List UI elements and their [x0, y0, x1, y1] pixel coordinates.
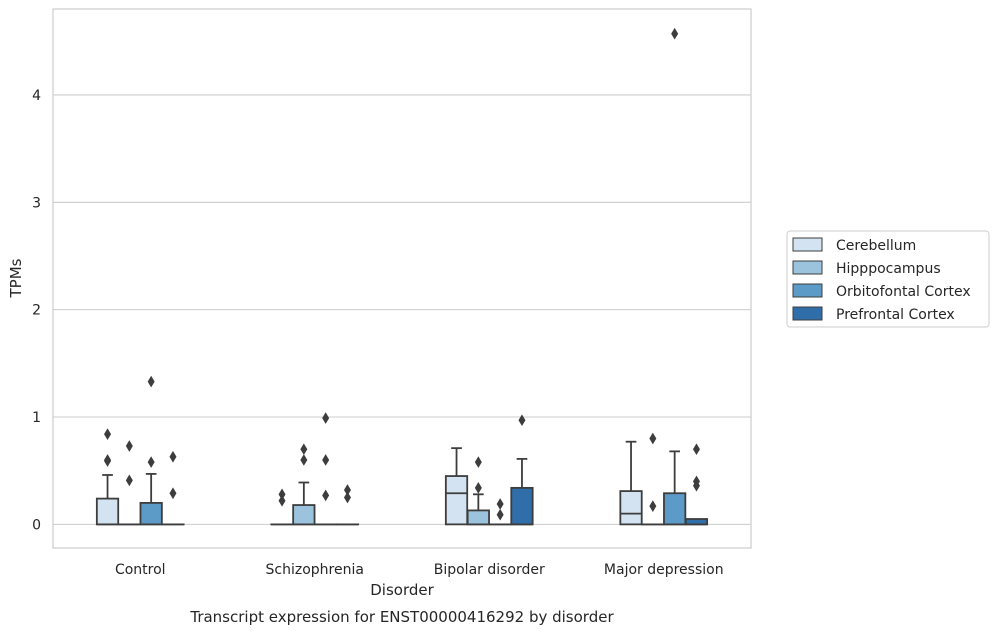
box-plot-element — [686, 444, 707, 524]
outlier-point — [475, 457, 481, 468]
box-body — [97, 499, 118, 525]
legend-label: Prefrontal Cortex — [836, 307, 955, 323]
box-plot-element — [271, 489, 292, 524]
outlier-point — [672, 28, 678, 39]
box-plot-element — [664, 28, 685, 524]
box-plot-element — [620, 442, 641, 525]
box-plot-element — [511, 415, 532, 524]
box-plot-element — [337, 485, 358, 525]
x-tick-label: Bipolar disorder — [434, 562, 545, 578]
box-plot-element — [162, 451, 183, 524]
x-axis-ticks: Control Schizophrenia Bipolar disorder Majo… — [115, 562, 724, 578]
y-axis-ticks: 0 1 2 3 4 — [32, 88, 41, 533]
legend-label: Cerebellum — [836, 238, 916, 254]
outlier-point — [170, 488, 176, 499]
outlier-point — [104, 429, 110, 440]
y-axis-label: TPMs — [7, 258, 25, 298]
box-series — [97, 28, 707, 524]
y-tick-label: 1 — [32, 410, 41, 426]
box-plot-element — [119, 441, 140, 525]
box-body — [664, 493, 685, 524]
outlier-point — [301, 444, 307, 455]
gridlines — [53, 95, 751, 524]
outlier-point — [323, 490, 329, 501]
outlier-point — [323, 455, 329, 466]
box-plot-element — [140, 376, 161, 524]
box-plot-element — [446, 448, 467, 524]
outlier-point — [323, 413, 329, 424]
outlier-point — [497, 509, 503, 520]
outlier-point — [126, 441, 132, 452]
x-tick-label: Major depression — [604, 562, 724, 578]
legend-swatch — [793, 238, 822, 251]
box-body — [140, 503, 161, 524]
outlier-point — [344, 492, 350, 503]
y-tick-label: 3 — [32, 195, 41, 211]
box-plot-element — [468, 457, 489, 525]
box-body — [446, 476, 467, 524]
outlier-point — [693, 444, 699, 455]
legend-label: Hipppocampus — [836, 261, 941, 277]
outlier-point — [650, 433, 656, 444]
outlier-point — [497, 499, 503, 510]
plot-area-frame — [53, 9, 751, 548]
outlier-point — [650, 501, 656, 512]
box-body — [620, 491, 641, 524]
box-plot-element — [97, 429, 118, 524]
box-plot-element — [489, 499, 510, 525]
legend-swatch — [793, 284, 822, 297]
outlier-point — [148, 376, 154, 387]
y-tick-label: 4 — [32, 88, 41, 104]
outlier-point — [475, 483, 481, 494]
outlier-point — [279, 496, 285, 507]
outlier-point — [148, 457, 154, 468]
chart-caption: Transcript expression for ENST0000041629… — [189, 608, 614, 626]
legend-label: Orbitofontal Cortex — [836, 284, 971, 300]
outlier-point — [126, 475, 132, 486]
box-body — [511, 488, 532, 525]
legend-swatch — [793, 261, 822, 274]
box-plot-element — [293, 444, 314, 524]
x-tick-label: Schizophrenia — [266, 562, 364, 578]
outlier-point — [170, 451, 176, 462]
y-tick-label: 2 — [32, 303, 41, 319]
x-axis-label: Disorder — [370, 581, 434, 599]
outlier-point — [301, 455, 307, 466]
box-body — [293, 505, 314, 524]
box-body — [468, 510, 489, 524]
y-tick-label: 0 — [32, 517, 41, 533]
x-tick-label: Control — [115, 562, 166, 578]
box-plot-element — [642, 433, 663, 524]
box-plot-element — [315, 413, 336, 525]
outlier-point — [104, 456, 110, 467]
legend: Cerebellum Hipppocampus Orbitofontal Corte… — [787, 231, 989, 327]
legend-swatch — [793, 307, 822, 320]
